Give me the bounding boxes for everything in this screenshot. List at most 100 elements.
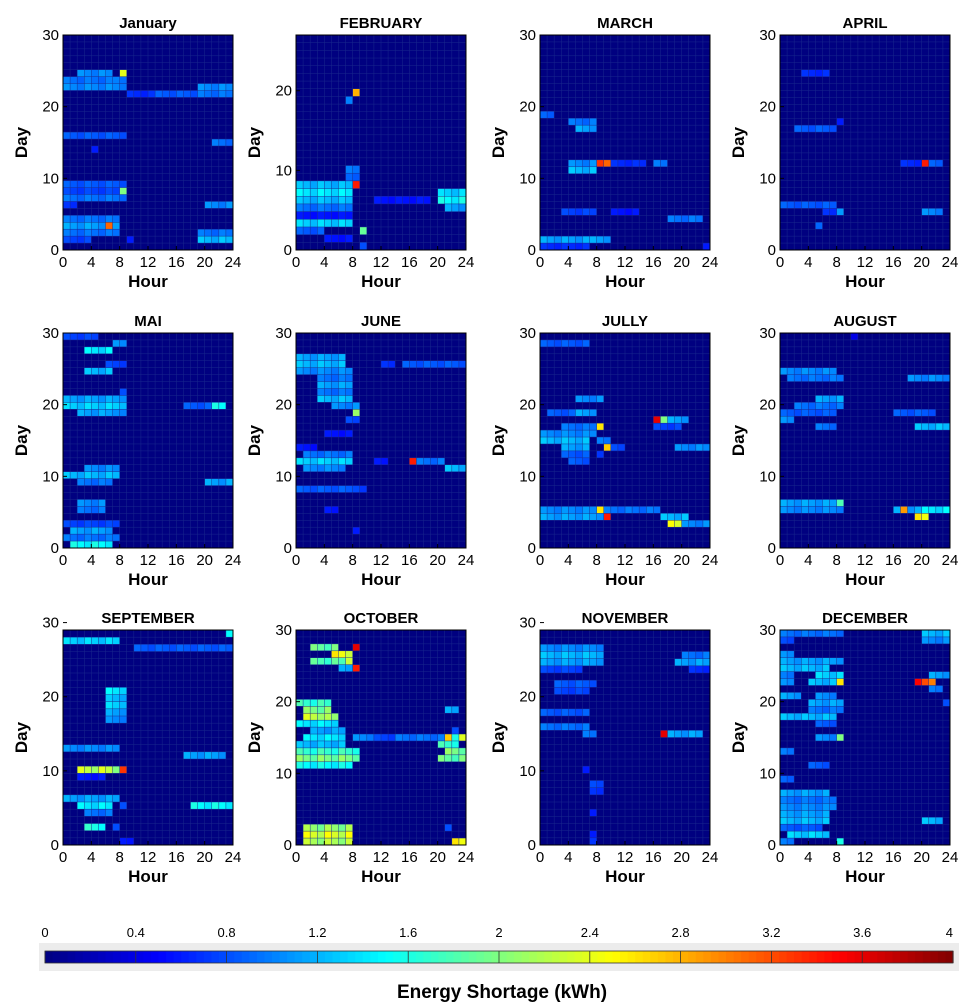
heatmap-cell (388, 734, 396, 741)
heatmap-cell (310, 734, 318, 741)
heatmap-cell (183, 644, 191, 652)
heatmap-cell (444, 754, 452, 762)
heatmap-cell (554, 658, 562, 666)
colorbar-swatch (67, 951, 76, 963)
heatmap-cell (77, 802, 85, 810)
heatmap-cell (815, 69, 823, 77)
heatmap-cell (119, 76, 127, 84)
heatmap-cell (105, 194, 113, 202)
heatmap-cell (928, 685, 936, 693)
heatmap-cell (554, 339, 562, 347)
heatmap-cell (808, 713, 816, 721)
heatmap-cell (787, 671, 795, 679)
colorbar-swatch (476, 951, 485, 963)
heatmap-cell (921, 678, 929, 686)
heatmap-cell (801, 499, 809, 507)
heatmap-cell (801, 506, 809, 514)
heatmap-cell (568, 409, 576, 417)
heatmap-cell (338, 180, 346, 189)
heatmap-cell (91, 194, 99, 202)
heatmap-cell (345, 416, 353, 424)
heatmap-cell (331, 761, 339, 769)
colorbar-swatch (302, 951, 311, 963)
heatmap-cell (70, 132, 78, 140)
heatmap-cell (430, 360, 438, 368)
heatmap-cell (183, 90, 191, 98)
heatmap-cell (310, 740, 318, 748)
x-tick-label: 0 (536, 552, 544, 569)
heatmap-cell (63, 187, 71, 195)
heatmap-cell (345, 761, 353, 769)
heatmap-cell (829, 706, 837, 714)
heatmap-cell (395, 196, 403, 204)
heatmap-cell (324, 506, 332, 514)
heatmap-cell (575, 395, 583, 403)
y-tick-label: 10 (275, 162, 292, 179)
heatmap-cell (91, 520, 99, 528)
heatmap-cell (317, 180, 325, 189)
heatmap-cell (451, 754, 459, 762)
heatmap-cell (829, 734, 837, 741)
heatmap-cell (603, 236, 611, 244)
heatmap-cell (84, 194, 92, 202)
heatmap-cell (808, 402, 816, 410)
colorbar-swatch (786, 951, 795, 963)
heatmap-cell (331, 381, 339, 389)
heatmap-cell (119, 766, 127, 774)
heatmap-cell (829, 713, 837, 721)
colorbar-swatch (105, 951, 114, 963)
heatmap-cell (589, 809, 597, 817)
heatmap-cell (451, 464, 459, 472)
heatmap-cell (561, 665, 569, 673)
x-tick-label: 4 (87, 849, 95, 866)
heatmap-cell (331, 367, 339, 375)
heatmap-cell (338, 734, 346, 741)
x-tick-label: 20 (673, 849, 690, 866)
cell-gridlines (779, 629, 951, 846)
month-panel: JUNE 0 4 8 12 16 20 24 Hour 0 10 20 30 Day (245, 313, 474, 589)
month-title: JULLY (602, 313, 648, 330)
heatmap-cell (822, 201, 830, 209)
colorbar-tick-label: 4 (946, 925, 953, 940)
heatmap-cell (942, 699, 950, 707)
heatmap-cell (98, 541, 106, 548)
heatmap-cell (582, 644, 590, 652)
heatmap-cell (84, 464, 92, 472)
heatmap-cell (561, 236, 569, 244)
heatmap-cell (540, 723, 548, 731)
heatmap-cell (582, 409, 590, 417)
heatmap-cell (815, 657, 823, 665)
heatmap-cell (345, 96, 353, 105)
heatmap-cell (296, 353, 304, 361)
heatmap-cell (310, 464, 318, 472)
x-tick-label: 4 (87, 254, 95, 271)
x-tick-label: 0 (59, 552, 67, 569)
heatmap-cell (84, 520, 92, 528)
y-tick-label: 20 (519, 689, 536, 706)
heatmap-cell (610, 506, 618, 514)
y-axis-label: Day (729, 721, 748, 753)
heatmap-cell (660, 416, 668, 424)
heatmap-cell (331, 485, 339, 493)
heatmap-cell (303, 699, 311, 707)
heatmap-cell (402, 196, 410, 204)
colorbar-swatch (642, 951, 651, 963)
heatmap-cell (303, 485, 311, 493)
heatmap-cell (589, 506, 597, 514)
colorbar-swatch (188, 951, 197, 963)
colorbar-swatch (461, 951, 470, 963)
heatmap-cell (787, 201, 795, 209)
heatmap-cell (345, 657, 353, 665)
x-tick-label: 4 (564, 849, 572, 866)
x-tick-label: 4 (320, 552, 328, 569)
y-tick-label: 10 (759, 468, 776, 485)
heatmap-cell (632, 159, 640, 167)
heatmap-cell (119, 388, 127, 396)
heatmap-cell (190, 90, 198, 98)
heatmap-cell (589, 395, 597, 403)
heatmap-cell (310, 485, 318, 493)
heatmap-cell (204, 644, 212, 652)
heatmap-cell (324, 657, 332, 665)
heatmap-cell (540, 651, 548, 659)
heatmap-cell (338, 211, 346, 220)
